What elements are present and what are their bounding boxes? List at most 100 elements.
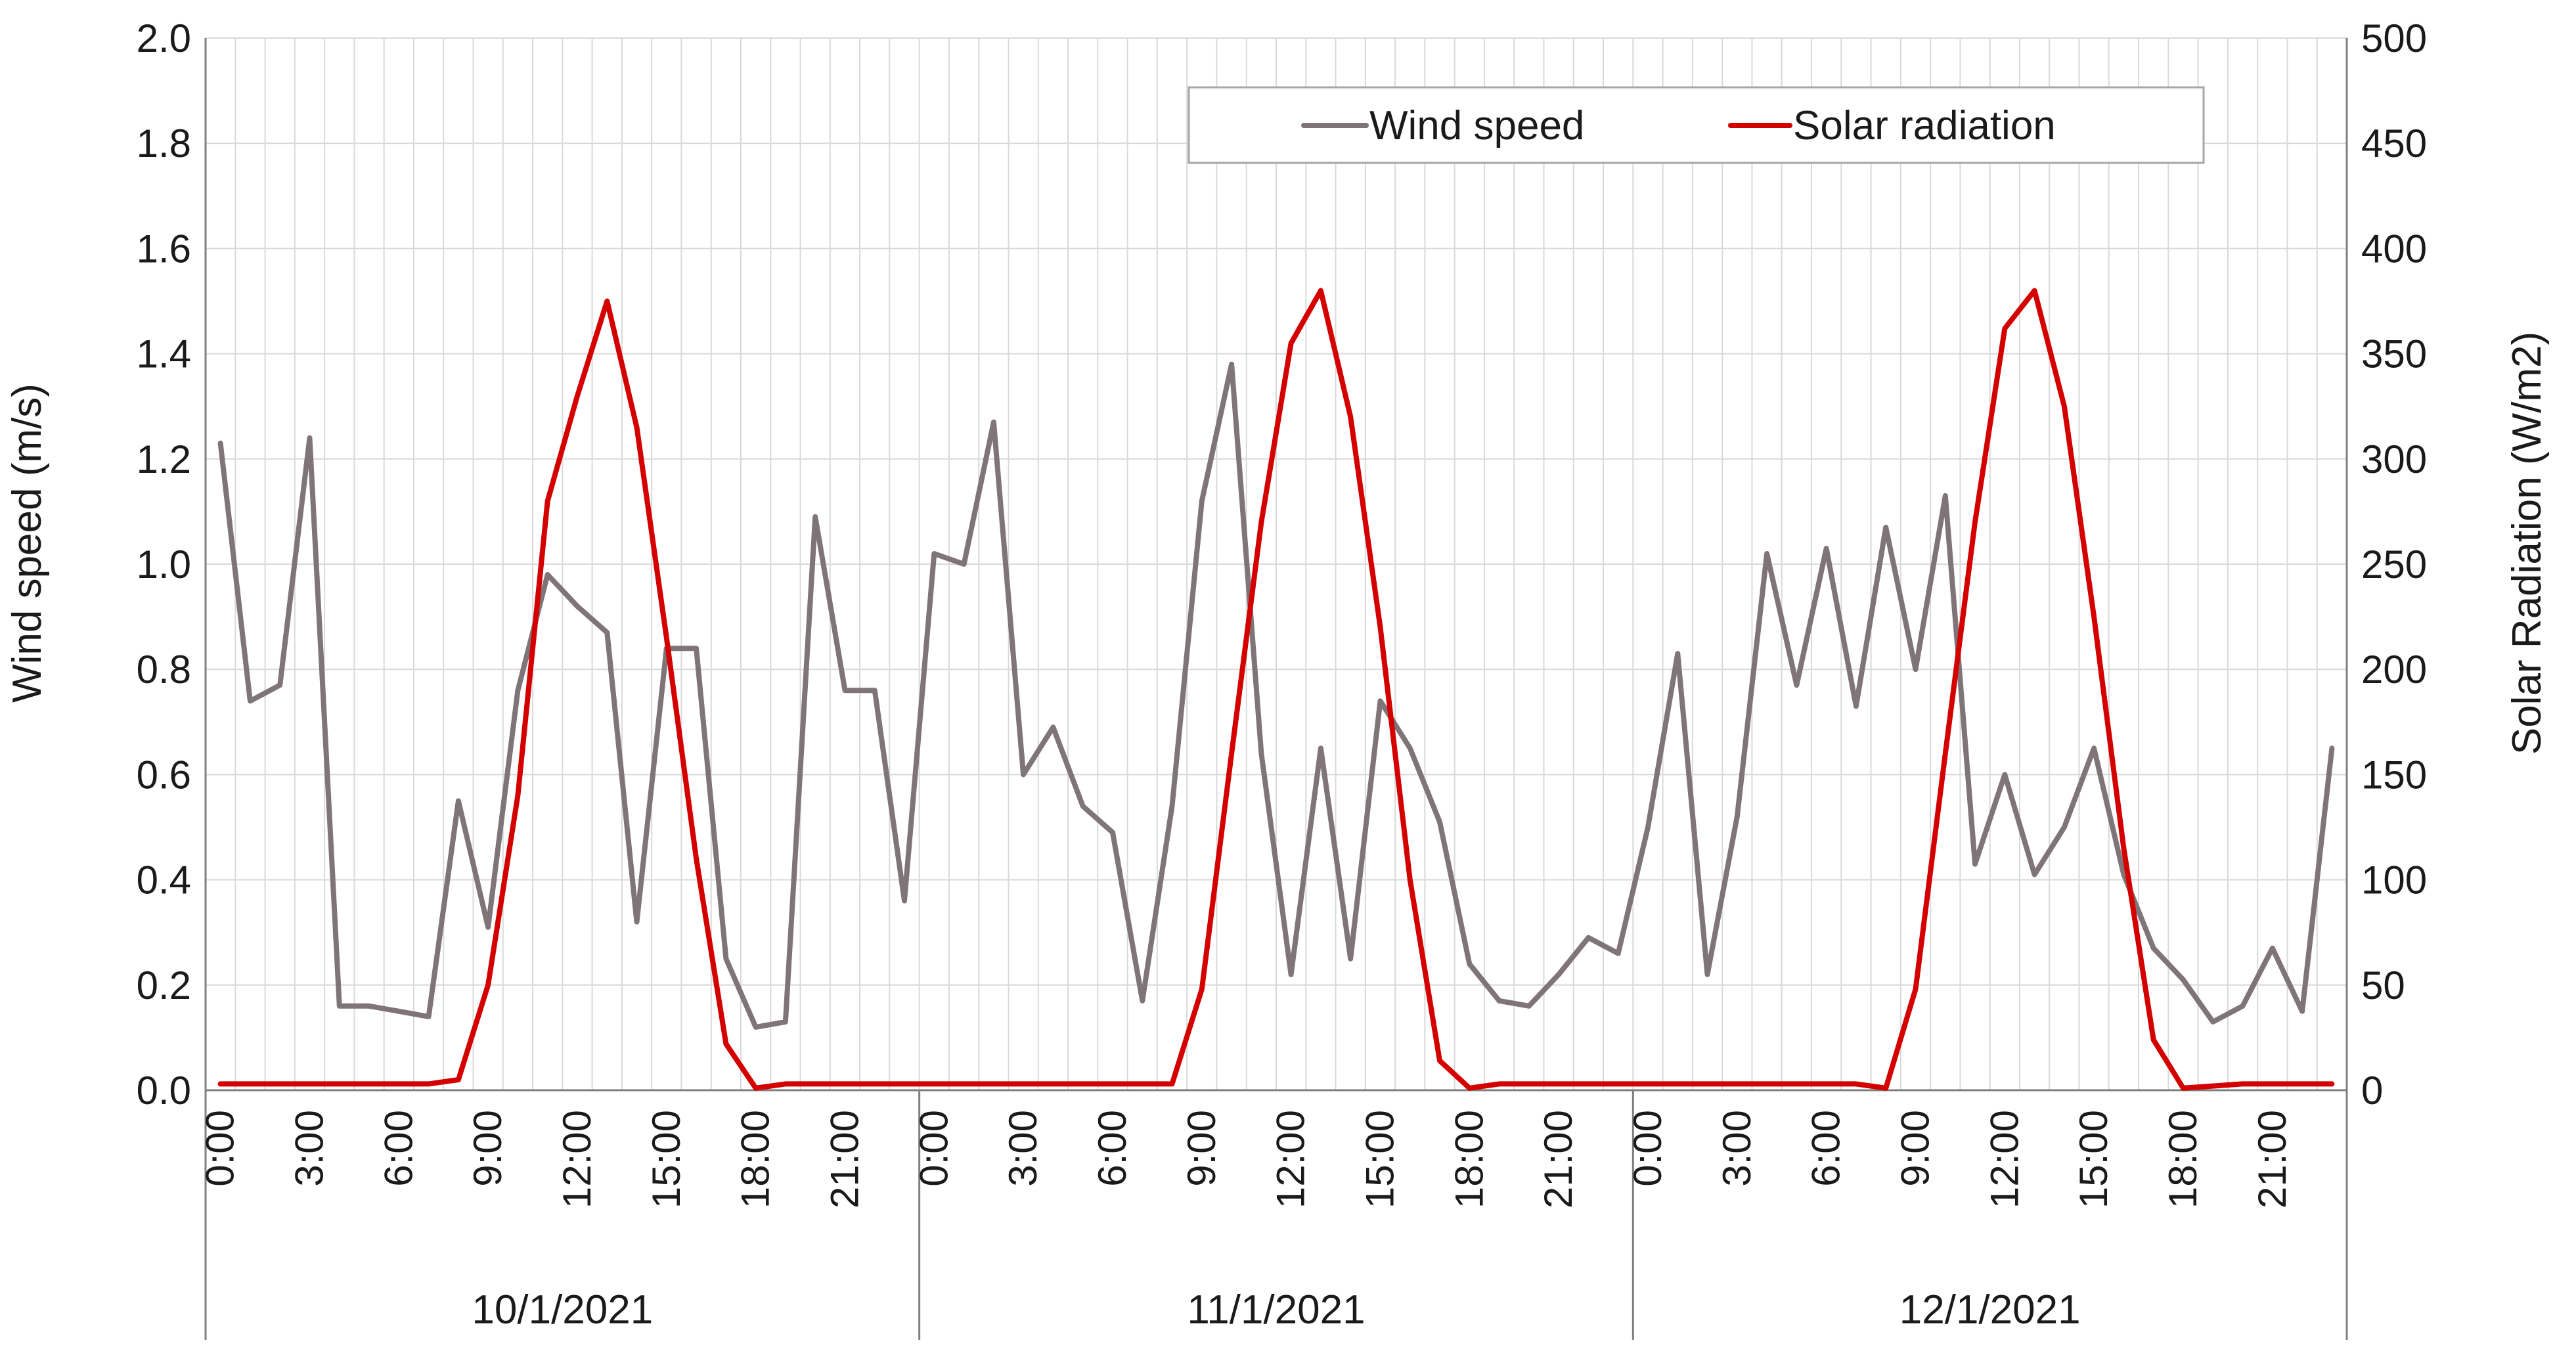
solar-radiation-point (1379, 627, 1381, 628)
solar-radiation-point (398, 1083, 399, 1084)
right-axis-tick-label: 250 (2361, 542, 2427, 586)
left-axis-tick-label: 1.2 (137, 437, 191, 481)
date-group-label: 12/1/2021 (1899, 1287, 2081, 1333)
solar-radiation-point (1677, 1083, 1678, 1084)
wind-speed-point (1082, 805, 1084, 807)
solar-radiation-point (1915, 988, 1916, 990)
solar-radiation-point (933, 1083, 935, 1084)
solar-radiation-point (1826, 1083, 1827, 1084)
solar-radiation-point (2064, 406, 2065, 407)
axes-layer (204, 38, 2348, 1340)
solar-radiation-point (993, 1083, 994, 1084)
solar-radiation-point (1558, 1083, 1559, 1084)
solar-radiation-point (339, 1083, 340, 1084)
wind-speed-point (398, 1011, 399, 1012)
x-hour-tick-label: 6:00 (376, 1110, 420, 1187)
wind-speed-point (1320, 747, 1321, 749)
right-axis-tick-label: 400 (2361, 227, 2427, 271)
wind-speed-point (755, 1027, 757, 1028)
solar-radiation-point (279, 1083, 280, 1084)
solar-radiation-point (1112, 1083, 1113, 1084)
solar-radiation-point (1260, 521, 1262, 523)
wind-speed-point (814, 516, 816, 518)
solar-radiation-point (1320, 290, 1321, 291)
solar-radiation-point (1410, 879, 1411, 881)
wind-speed-point (2153, 948, 2154, 949)
right-axis-tick-label: 450 (2361, 122, 2427, 166)
wind-speed-point (1439, 821, 1440, 822)
wind-speed-point (993, 422, 994, 423)
x-hour-tick-label: 18:00 (2161, 1110, 2205, 1208)
wind-speed-point (2034, 874, 2035, 875)
solar-radiation-point (1766, 1083, 1767, 1084)
wind-speed-point (1172, 805, 1173, 807)
right-axis-tick-label: 150 (2361, 753, 2427, 797)
wind-speed-point (487, 927, 489, 928)
solar-radiation-point (696, 858, 697, 860)
wind-speed-point (874, 690, 876, 691)
right-axis-tick-label: 200 (2361, 648, 2427, 692)
wind-speed-point (1052, 726, 1054, 728)
solar-radiation-point (1052, 1083, 1054, 1084)
solar-radiation-point (844, 1083, 845, 1084)
solar-radiation-point (1350, 416, 1351, 418)
solar-radiation-point (1796, 1083, 1797, 1084)
wind-speed-point (1766, 553, 1767, 554)
solar-radiation-point (1588, 1083, 1589, 1084)
solar-radiation-point (1945, 753, 1946, 754)
right-axis-title: Solar Radiation (W/m2) (2504, 332, 2550, 755)
left-axis-tick-label: 0.2 (137, 963, 191, 1007)
wind-speed-point (577, 606, 578, 607)
x-hour-tick-label: 0:00 (912, 1110, 956, 1187)
solar-radiation-point (1885, 1088, 1886, 1089)
series-layer (217, 288, 2335, 1091)
solar-radiation-point (1291, 343, 1292, 344)
wind-speed-point (2183, 979, 2184, 981)
x-hour-tick-label: 15:00 (1358, 1110, 1402, 1208)
wind-speed-point (547, 574, 548, 575)
left-axis-tick-label: 0.8 (137, 648, 191, 692)
solar-radiation-point (874, 1083, 876, 1084)
solar-radiation-point (1142, 1083, 1143, 1084)
wind-speed-point (1410, 747, 1411, 749)
wind-speed-point (339, 1005, 340, 1007)
wind-speed-point (1945, 495, 1946, 497)
solar-radiation-point (1172, 1083, 1173, 1084)
x-hour-tick-label: 3:00 (1715, 1110, 1759, 1187)
wind-speed-point (1558, 974, 1559, 975)
solar-radiation-point (785, 1083, 786, 1084)
x-hour-tick-label: 12:00 (1269, 1110, 1313, 1208)
x-hour-tick-label: 18:00 (734, 1110, 778, 1208)
legend-label-solar-radiation: Solar radiation (1793, 103, 2056, 148)
grid-layer (205, 37, 2347, 1091)
solar-radiation-point (487, 984, 489, 986)
solar-radiation-point (577, 395, 578, 397)
solar-radiation-point (606, 301, 608, 302)
x-hour-tick-label: 18:00 (1447, 1110, 1491, 1208)
solar-radiation-point (1707, 1083, 1708, 1084)
wind-speed-point (2272, 948, 2273, 949)
wind-speed-point (636, 921, 638, 923)
x-hour-tick-label: 9:00 (1893, 1110, 1937, 1187)
wind-speed-point (1291, 974, 1292, 975)
wind-speed-point (1796, 684, 1797, 686)
solar-radiation-point (725, 1044, 726, 1045)
x-hour-tick-label: 9:00 (1180, 1110, 1224, 1187)
date-group-label: 11/1/2021 (1187, 1287, 1365, 1333)
wind-speed-point (2242, 1005, 2244, 1007)
wind-speed-point (2004, 774, 2005, 775)
x-hour-tick-label: 6:00 (1090, 1110, 1134, 1187)
solar-radiation-point (2183, 1088, 2184, 1089)
solar-radiation-point (1439, 1060, 1440, 1061)
wind-speed-point (844, 690, 845, 691)
wind-speed-point (1647, 827, 1649, 828)
x-hour-tick-label: 15:00 (2072, 1110, 2116, 1208)
wind-speed-point (1201, 500, 1203, 502)
wind-speed-point (1737, 816, 1738, 817)
solar-radiation-point (2153, 1039, 2154, 1040)
wind-speed-point (1528, 1005, 1530, 1007)
wind-speed-point (2064, 827, 2065, 828)
solar-radiation-point (458, 1079, 459, 1080)
x-hour-tick-label: 0:00 (198, 1110, 242, 1187)
